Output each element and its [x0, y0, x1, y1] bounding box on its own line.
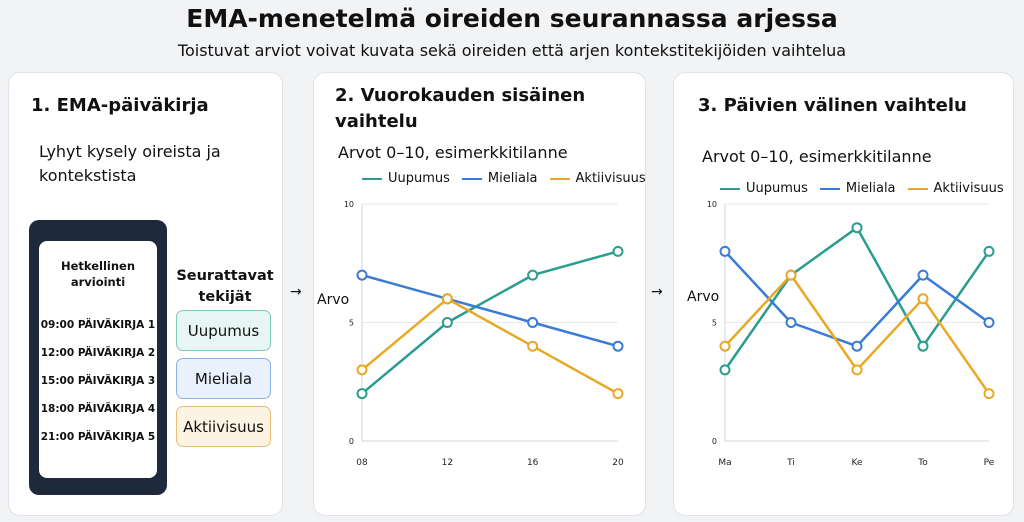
data-point-uupumus	[527, 269, 539, 281]
page-title: EMA-menetelmä oireiden seurannassa arjes…	[186, 4, 838, 33]
data-point-uupumus	[851, 222, 863, 234]
data-point-aktiivisuus	[983, 388, 995, 400]
diary-entry: 18:00 PÄIVÄKIRJA 4	[40, 403, 156, 415]
legend-item-aktiivisuus: Aktiivisuus	[907, 181, 1004, 196]
series-line-mieliala	[361, 273, 619, 348]
intraday-panel: 2. Vuorokauden sisäinen vaihtelu Arvot 0…	[313, 72, 646, 516]
data-point-aktiivisuus	[785, 269, 797, 281]
data-point-uupumus	[356, 388, 368, 400]
phone-illustration: Hetkellinen arviointi 09:00 PÄIVÄKIRJA 1…	[29, 220, 167, 495]
legend-label: Uupumus	[388, 171, 450, 186]
chart-legend: Uupumus Mieliala Aktiivisuus	[720, 181, 1016, 196]
legend-item-mieliala: Mieliala	[819, 181, 896, 196]
y-axis-label: Arvo	[317, 292, 350, 308]
legend-swatch	[362, 177, 382, 180]
y-axis-label: Arvo	[687, 289, 720, 305]
series-line-mieliala	[724, 250, 990, 348]
legend-label: Aktiivisuus	[575, 171, 646, 186]
legend-item-mieliala: Mieliala	[461, 171, 538, 186]
data-point-mieliala	[917, 269, 929, 281]
diary-entry: 12:00 PÄIVÄKIRJA 2	[40, 347, 156, 359]
arrow-icon: →	[290, 284, 302, 300]
x-tick-label: 08	[356, 458, 368, 468]
y-tick-label: 0	[712, 437, 717, 446]
data-point-aktiivisuus	[917, 293, 929, 305]
y-tick-label: 5	[712, 319, 717, 328]
legend-label: Mieliala	[487, 171, 538, 186]
data-point-uupumus	[983, 245, 995, 257]
between-days-line-chart: 0 5 10 Ma Ti Ke To Pe	[707, 200, 995, 468]
series-line-aktiivisuus	[361, 297, 619, 395]
y-tick-label: 0	[349, 437, 354, 446]
series-line-uupumus	[361, 250, 619, 395]
tracked-factors-heading: Seurattavat tekijät	[176, 268, 274, 305]
panel-title: 3. Päivien välinen vaihtelu	[698, 95, 967, 116]
ema-diary-panel: 1. EMA-päiväkirja Lyhyt kysely oireista …	[8, 72, 283, 516]
intraday-line-chart: 0 5 10 08 12 16 20	[344, 200, 624, 468]
legend-label: Aktiivisuus	[933, 181, 1004, 196]
diary-entry: 09:00 PÄIVÄKIRJA 1	[40, 319, 156, 331]
legend-item-uupumus: Uupumus	[362, 171, 450, 186]
page-subtitle: Toistuvat arviot voivat kuvata sekä oire…	[177, 41, 847, 60]
phone-heading: Hetkellinen arviointi	[60, 259, 136, 289]
y-tick-label: 5	[349, 319, 354, 328]
panel-description: Lyhyt kysely oireista ja kontekstista	[39, 142, 221, 185]
y-tick-label: 10	[344, 200, 354, 209]
data-point-mieliala	[983, 317, 995, 328]
panel-description: Arvot 0–10, esimerkkitilanne	[338, 143, 568, 162]
x-tick-label: 12	[442, 458, 453, 468]
data-point-mieliala	[527, 317, 539, 328]
data-point-aktiivisuus	[851, 364, 863, 376]
chart-legend: Uupumus Mieliala Aktiivisuus	[362, 171, 658, 186]
data-point-uupumus	[719, 364, 731, 376]
data-point-mieliala	[612, 340, 624, 352]
data-point-mieliala	[356, 269, 368, 281]
x-tick-label: 16	[527, 458, 539, 468]
x-tick-label: Ke	[852, 458, 863, 468]
phone-screen: Hetkellinen arviointi 09:00 PÄIVÄKIRJA 1…	[39, 241, 157, 478]
x-tick-label: Pe	[984, 458, 995, 468]
arrow-icon: →	[651, 284, 663, 300]
panel-title: 2. Vuorokauden sisäinen vaihtelu	[335, 85, 586, 132]
diary-entry: 21:00 PÄIVÄKIRJA 5	[40, 431, 156, 443]
panel-description: Arvot 0–10, esimerkkitilanne	[702, 147, 932, 166]
x-tick-label: 20	[612, 458, 624, 468]
x-tick-label: To	[917, 458, 928, 468]
legend-swatch	[461, 177, 482, 180]
legend-swatch	[907, 187, 928, 190]
tracked-factor-uupumus: Uupumus	[176, 310, 271, 351]
y-tick-label: 10	[707, 200, 717, 209]
tracked-factor-mieliala: Mieliala	[176, 358, 271, 399]
between-days-panel: 3. Päivien välinen vaihtelu Arvot 0–10, …	[673, 72, 1014, 516]
x-tick-label: Ti	[786, 458, 795, 468]
legend-item-uupumus: Uupumus	[720, 181, 808, 196]
data-point-aktiivisuus	[527, 340, 539, 352]
legend-swatch	[549, 177, 570, 180]
legend-item-aktiivisuus: Aktiivisuus	[549, 171, 646, 186]
diary-entry: 15:00 PÄIVÄKIRJA 3	[40, 375, 156, 387]
data-point-aktiivisuus	[719, 340, 731, 352]
data-point-uupumus	[612, 245, 624, 257]
legend-swatch	[720, 187, 740, 190]
legend-swatch	[819, 187, 840, 190]
panel-title: 1. EMA-päiväkirja	[31, 95, 209, 116]
data-point-aktiivisuus	[441, 293, 453, 305]
data-point-uupumus	[441, 317, 453, 328]
data-point-aktiivisuus	[356, 364, 368, 376]
data-point-mieliala	[851, 340, 863, 352]
legend-label: Mieliala	[845, 181, 896, 196]
data-point-mieliala	[785, 317, 797, 328]
data-point-aktiivisuus	[612, 388, 624, 400]
legend-label: Uupumus	[746, 181, 808, 196]
data-point-mieliala	[719, 245, 731, 257]
data-point-uupumus	[917, 340, 929, 352]
x-tick-label: Ma	[718, 458, 731, 468]
tracked-factor-aktiivisuus: Aktiivisuus	[176, 406, 271, 447]
